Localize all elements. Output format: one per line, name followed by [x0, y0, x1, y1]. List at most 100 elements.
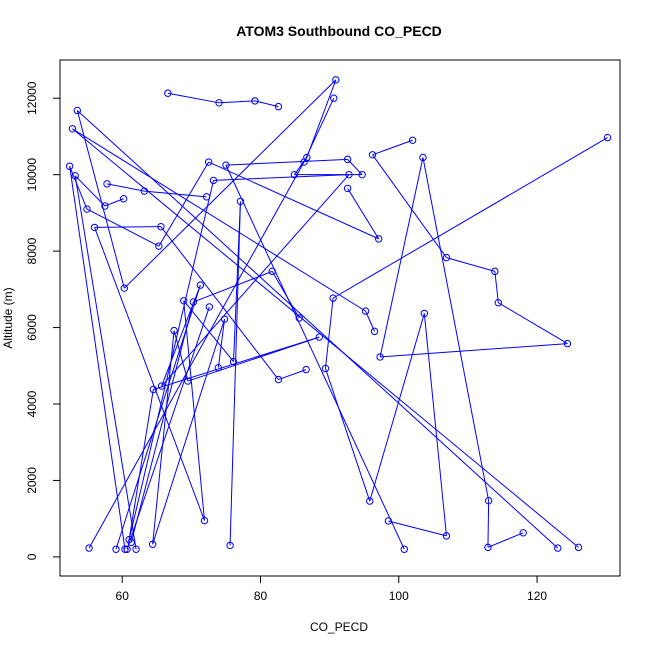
data-point: [209, 176, 218, 185]
series-line-segment: [278, 369, 307, 381]
series-line-segment: [183, 300, 205, 521]
data-point: [125, 535, 133, 544]
series-line-segment: [372, 139, 413, 156]
data-point: [121, 545, 129, 553]
series-line-segment: [271, 271, 300, 319]
data-point: [368, 151, 377, 159]
data-point: [375, 235, 383, 243]
y-axis: 0 2000 4000 6000 8000 10000 12000: [25, 81, 61, 560]
data-point: [574, 543, 583, 552]
data-point: [196, 281, 205, 289]
series-line-segment: [306, 79, 337, 158]
series-line-segment: [106, 183, 145, 192]
data-point: [157, 222, 165, 231]
data-point: [484, 543, 492, 552]
series-line-segment: [380, 343, 568, 358]
series-line-segment: [388, 520, 447, 537]
data-point: [68, 125, 77, 133]
data-point: [200, 516, 209, 525]
series-line-segment: [161, 174, 350, 387]
series-line-segment: [225, 158, 348, 166]
data-point: [184, 377, 192, 385]
y-tick-label: 12000: [25, 81, 39, 115]
series-lines: [69, 79, 608, 550]
data-point: [519, 529, 527, 537]
data-point: [157, 382, 166, 390]
chart-title: ATOM3 Southbound CO_PECD: [236, 23, 442, 39]
series-line-segment: [217, 319, 226, 368]
series-line-segment: [193, 270, 273, 303]
series-line-segment: [183, 300, 234, 362]
x-tick-label: 100: [389, 589, 409, 603]
series-line-segment: [72, 128, 579, 548]
x-axis-label: CO_PECD: [310, 620, 368, 634]
series-line-segment: [332, 137, 608, 299]
series-line-segment: [76, 110, 559, 549]
data-point: [226, 541, 234, 550]
data-point: [376, 353, 384, 361]
data-point: [274, 102, 283, 111]
series-line-segment: [422, 157, 490, 501]
series-line-segment: [130, 301, 194, 543]
series-line-segment: [369, 313, 425, 502]
data-point: [554, 544, 562, 552]
series-line-segment: [152, 318, 226, 545]
y-tick-label: 6000: [25, 314, 39, 341]
data-point: [329, 294, 337, 302]
data-point: [321, 364, 330, 373]
data-point: [295, 314, 303, 322]
data-point: [345, 170, 353, 179]
x-tick-label: 80: [254, 589, 268, 603]
data-point: [315, 333, 323, 341]
x-tick-label: 60: [116, 589, 130, 603]
series-line-segment: [128, 389, 154, 540]
data-point: [204, 158, 213, 166]
y-tick-label: 10000: [25, 158, 39, 192]
data-point: [123, 545, 131, 553]
data-point: [408, 136, 417, 144]
series-line-segment: [74, 175, 106, 207]
series-line-segment: [494, 271, 499, 303]
data-point: [229, 357, 238, 366]
series-line-segment: [213, 174, 350, 181]
data-point: [220, 315, 229, 323]
data-point: [214, 363, 223, 372]
series-line-segment: [86, 208, 160, 247]
series-line-segment: [187, 336, 320, 382]
data-point: [202, 193, 211, 201]
x-tick-label: 120: [527, 589, 547, 603]
series-line-segment: [158, 161, 210, 247]
series-line-segment: [324, 298, 334, 369]
series-line-segment: [325, 368, 371, 502]
series-line-segment: [254, 100, 279, 108]
series-line-segment: [372, 154, 447, 258]
data-point: [268, 267, 276, 276]
data-point: [112, 545, 120, 553]
data-point: [140, 187, 149, 195]
data-point: [366, 497, 374, 505]
series-line-segment: [94, 227, 205, 521]
data-point: [420, 309, 429, 318]
series-line-segment: [123, 79, 337, 289]
series-line-segment: [76, 110, 125, 289]
data-point: [442, 532, 451, 540]
series-line-segment: [487, 532, 524, 548]
data-point: [164, 89, 172, 97]
series-line-segment: [487, 500, 490, 548]
data-point: [330, 94, 338, 102]
series-line-segment: [144, 190, 207, 198]
data-point: [358, 170, 366, 179]
data-point: [205, 303, 214, 311]
data-point: [442, 253, 451, 262]
data-point: [303, 153, 311, 162]
data-point: [603, 133, 612, 142]
data-point: [400, 545, 408, 553]
series-line-segment: [72, 128, 366, 312]
data-point: [73, 106, 81, 115]
data-point: [222, 161, 230, 169]
data-point: [290, 170, 299, 179]
data-point: [419, 153, 427, 162]
series-line-segment: [173, 330, 189, 382]
series-line-segment: [423, 313, 447, 536]
data-point: [302, 365, 310, 374]
